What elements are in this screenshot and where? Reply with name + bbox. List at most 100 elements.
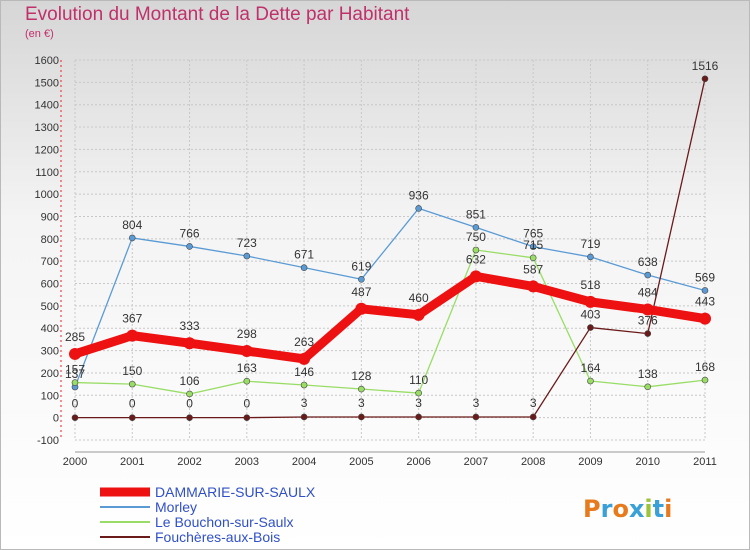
data-point	[128, 380, 136, 388]
y-tick-label: 0	[53, 413, 59, 425]
data-label: 106	[180, 374, 200, 388]
y-tick-label: -100	[37, 435, 59, 447]
data-label: 285	[65, 330, 85, 344]
data-point	[529, 413, 537, 421]
y-tick-label: 1300	[35, 122, 59, 134]
data-point	[584, 295, 597, 308]
data-label: 298	[237, 327, 257, 341]
data-point	[529, 254, 537, 262]
data-point	[128, 414, 136, 421]
data-point	[699, 312, 711, 325]
data-point	[644, 271, 652, 279]
data-point	[186, 390, 193, 398]
data-label: 619	[351, 259, 371, 273]
data-point	[186, 414, 193, 421]
data-point	[358, 385, 365, 393]
data-point	[415, 205, 422, 212]
data-point	[587, 377, 594, 385]
logo-letter: t	[653, 495, 664, 523]
data-point	[71, 379, 79, 386]
x-tick-label: 2008	[521, 456, 545, 468]
data-label: 333	[180, 319, 200, 333]
y-tick-label: 1500	[35, 77, 59, 89]
data-point	[243, 414, 251, 421]
data-label: 765	[523, 227, 543, 241]
y-tick-label: 700	[41, 256, 59, 268]
logo-letter: r	[601, 495, 613, 523]
data-point	[355, 302, 368, 315]
legend-label: DAMMARIE-SUR-SAULX	[155, 484, 316, 500]
x-tick-label: 2006	[406, 456, 430, 468]
data-point	[701, 376, 709, 384]
legend-label: Fouchères-aux-Bois	[155, 529, 280, 545]
proxiti-logo: Proxiti	[583, 495, 672, 523]
data-label: 715	[523, 238, 543, 252]
data-label: 587	[523, 262, 543, 276]
y-tick-label: 400	[41, 323, 59, 335]
data-point	[358, 275, 365, 283]
logo-letter: o	[612, 495, 629, 523]
data-label: 164	[580, 361, 600, 375]
legend-label: Morley	[155, 499, 197, 515]
logo-letter: P	[583, 495, 601, 523]
data-point	[243, 377, 251, 385]
x-tick-label: 2002	[177, 456, 201, 468]
data-point	[183, 337, 196, 350]
y-tick-label: 1400	[35, 100, 59, 112]
data-label: 138	[638, 367, 658, 381]
data-label: 632	[466, 252, 486, 266]
x-tick-label: 2011	[693, 456, 717, 468]
data-point	[240, 345, 253, 358]
data-label: 146	[294, 365, 314, 379]
series-line	[74, 207, 706, 388]
chart-subtitle: (en €)	[25, 28, 54, 40]
data-label: 460	[409, 291, 429, 305]
y-tick-label: 300	[41, 346, 59, 358]
data-point	[644, 383, 652, 391]
data-label: 638	[638, 255, 658, 269]
series-line	[73, 271, 706, 364]
data-label: 851	[466, 207, 486, 221]
data-label: 367	[122, 312, 142, 326]
data-label: 150	[122, 364, 142, 378]
logo-letter: x	[629, 495, 645, 523]
data-point	[641, 303, 654, 316]
data-point	[701, 287, 709, 294]
data-label: 3	[301, 396, 308, 410]
x-tick-label: 2001	[120, 456, 144, 468]
y-tick-label: 1000	[35, 189, 59, 201]
data-label: 443	[695, 295, 715, 309]
data-label: 750	[466, 230, 486, 244]
data-point	[527, 280, 540, 293]
data-point	[644, 330, 652, 337]
y-tick-label: 900	[41, 211, 59, 223]
data-label: 3	[415, 396, 422, 410]
data-label: 0	[72, 397, 79, 411]
data-label: 1516	[692, 59, 719, 73]
data-point	[587, 324, 594, 331]
data-point	[701, 75, 709, 83]
axes: -100010020030040050060070080090010001100…	[35, 55, 717, 468]
x-tick-label: 2009	[578, 456, 602, 468]
data-point	[472, 413, 480, 421]
data-label: 0	[243, 397, 250, 411]
y-tick-label: 100	[41, 390, 59, 402]
data-point	[69, 347, 81, 360]
data-label: 671	[294, 248, 314, 262]
y-tick-label: 800	[41, 234, 59, 246]
data-point	[412, 308, 425, 321]
data-label: 3	[530, 396, 537, 410]
data-label: 376	[638, 314, 658, 328]
y-tick-label: 500	[41, 301, 59, 313]
logo-letter: i	[664, 495, 672, 523]
y-tick-label: 600	[41, 279, 59, 291]
chart-title: Evolution du Montant de la Dette par Hab…	[25, 4, 410, 25]
data-point	[298, 352, 311, 365]
data-label: 723	[237, 236, 257, 250]
data-point	[186, 243, 193, 250]
data-point	[469, 270, 482, 283]
data-point	[300, 264, 308, 271]
data-label: 163	[237, 361, 257, 375]
